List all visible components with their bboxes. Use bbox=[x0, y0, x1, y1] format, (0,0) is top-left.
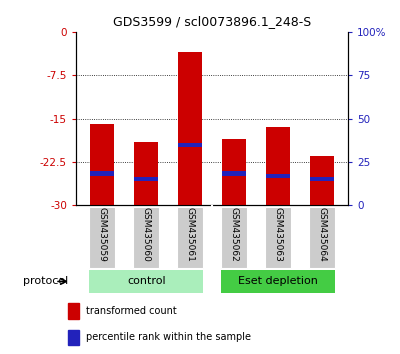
Text: percentile rank within the sample: percentile rank within the sample bbox=[86, 332, 251, 342]
Bar bbox=[265, 207, 291, 268]
Bar bbox=[222, 139, 246, 205]
Bar bbox=[90, 124, 114, 205]
Text: transformed count: transformed count bbox=[86, 306, 176, 316]
Bar bbox=[133, 207, 159, 268]
Bar bbox=[89, 207, 115, 268]
Text: control: control bbox=[127, 276, 166, 286]
Title: GDS3599 / scl0073896.1_248-S: GDS3599 / scl0073896.1_248-S bbox=[113, 15, 311, 28]
Bar bbox=[90, 171, 114, 176]
Bar bbox=[134, 142, 158, 205]
Bar bbox=[310, 177, 334, 181]
Text: protocol: protocol bbox=[23, 276, 68, 286]
Bar bbox=[221, 207, 247, 268]
Bar bbox=[68, 303, 79, 319]
Text: GSM435061: GSM435061 bbox=[186, 207, 194, 262]
Bar bbox=[310, 156, 334, 205]
Bar bbox=[266, 175, 290, 178]
Bar bbox=[134, 177, 158, 181]
Bar bbox=[89, 270, 203, 292]
Text: GSM435063: GSM435063 bbox=[273, 207, 282, 262]
Text: GSM435060: GSM435060 bbox=[142, 207, 151, 262]
Text: GSM435059: GSM435059 bbox=[98, 207, 107, 262]
Text: GSM435062: GSM435062 bbox=[230, 207, 238, 262]
Bar bbox=[266, 127, 290, 205]
Bar bbox=[222, 171, 246, 176]
Bar bbox=[221, 270, 335, 292]
Bar bbox=[177, 207, 203, 268]
Bar bbox=[68, 330, 79, 345]
Bar bbox=[309, 207, 335, 268]
Text: GSM435064: GSM435064 bbox=[317, 207, 326, 262]
Bar bbox=[178, 143, 202, 147]
Bar bbox=[178, 52, 202, 205]
Text: Eset depletion: Eset depletion bbox=[238, 276, 318, 286]
